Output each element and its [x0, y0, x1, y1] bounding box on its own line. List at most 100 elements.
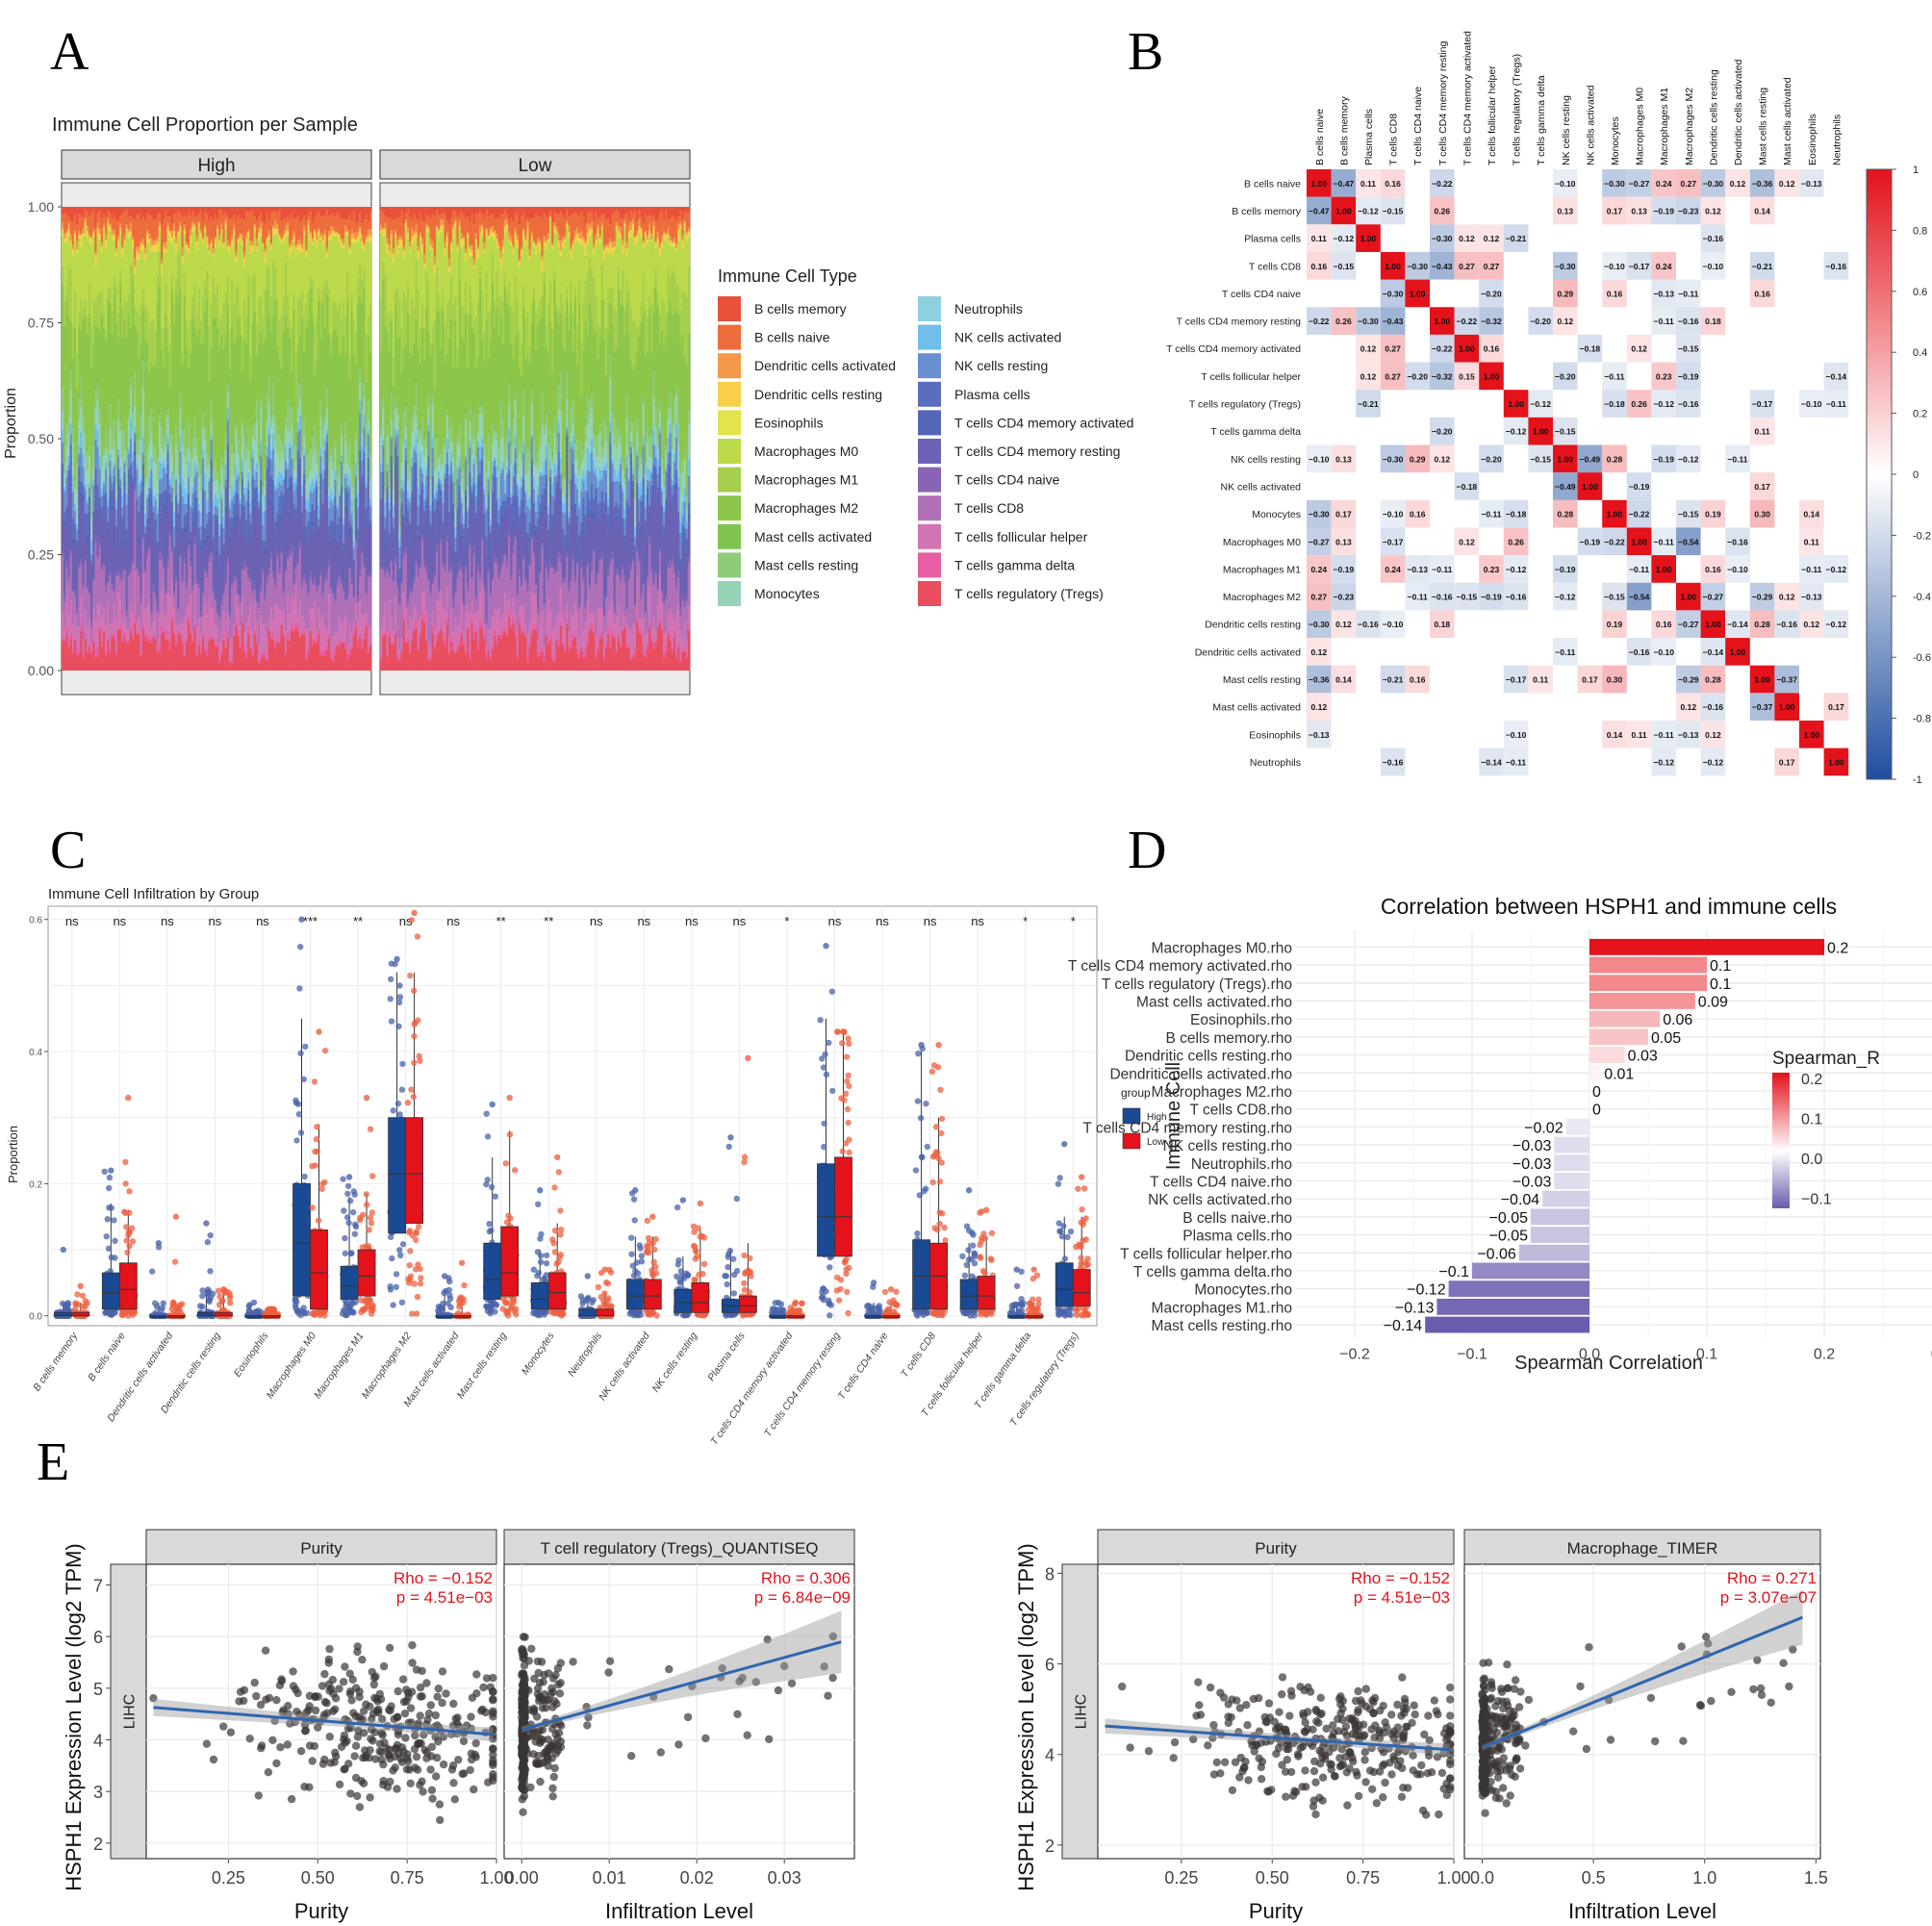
stack-segment: [406, 628, 410, 637]
stack-segment: [458, 419, 462, 424]
stack-segment: [109, 225, 112, 231]
stack-segment: [267, 220, 271, 231]
stack-segment: [92, 609, 95, 640]
stack-segment: [146, 494, 149, 498]
stack-segment: [479, 593, 482, 621]
stack-segment: [319, 207, 322, 217]
stack-segment: [286, 229, 290, 234]
stack-segment: [146, 343, 149, 448]
stack-segment: [289, 635, 292, 642]
stack-segment: [94, 535, 97, 544]
stack-segment: [363, 614, 366, 634]
sample-bar: [90, 207, 93, 671]
stack-segment: [231, 530, 234, 583]
stack-segment: [80, 235, 83, 244]
stack-segment: [388, 573, 392, 579]
stack-segment: [62, 235, 64, 237]
stack-segment: [458, 646, 462, 671]
stack-segment: [467, 583, 470, 592]
stack-segment: [311, 585, 315, 609]
stack-segment: [177, 608, 180, 611]
stack-segment: [224, 227, 228, 229]
stack-segment: [102, 483, 106, 495]
stack-segment: [71, 592, 75, 626]
stack-segment: [415, 383, 418, 418]
stack-segment: [494, 457, 496, 461]
stack-segment: [226, 247, 230, 250]
stack-segment: [485, 319, 488, 468]
stack-segment: [472, 268, 476, 320]
sample-bar: [415, 207, 418, 671]
stack-segment: [292, 293, 295, 310]
stack-segment: [102, 607, 106, 630]
stack-segment: [163, 460, 165, 468]
stack-segment: [158, 213, 162, 222]
stack-segment: [111, 235, 114, 239]
stack-segment: [462, 641, 466, 645]
stack-segment: [417, 220, 420, 246]
stack-segment: [156, 301, 160, 453]
stack-segment: [291, 545, 293, 553]
stack-segment: [474, 242, 478, 244]
stack-segment: [181, 496, 184, 528]
stack-segment: [346, 485, 349, 492]
stack-segment: [141, 388, 145, 428]
stack-segment: [170, 274, 174, 291]
stack-segment: [158, 650, 162, 671]
stack-segment: [338, 577, 342, 617]
stack-segment: [71, 590, 75, 593]
stack-segment: [336, 207, 339, 213]
stack-segment: [354, 430, 358, 441]
stack-segment: [514, 275, 517, 338]
stack-segment: [204, 232, 207, 282]
stack-segment: [136, 259, 139, 312]
stack-segment: [282, 236, 286, 241]
stack-segment: [175, 249, 178, 251]
stack-segment: [76, 613, 79, 627]
stack-segment: [197, 547, 201, 584]
stack-segment: [113, 207, 116, 215]
stack-segment: [286, 459, 290, 465]
stack-segment: [505, 207, 509, 215]
stack-segment: [78, 214, 81, 231]
stack-segment: [344, 643, 347, 649]
stack-segment: [210, 436, 214, 440]
stack-segment: [340, 644, 343, 671]
stack-segment: [233, 518, 236, 522]
stack-segment: [94, 389, 97, 408]
stack-segment: [152, 251, 155, 319]
stack-segment: [496, 462, 498, 466]
stack-segment: [168, 648, 172, 671]
stack-segment: [165, 473, 167, 491]
stack-segment: [318, 500, 320, 506]
stack-segment: [291, 490, 293, 546]
stack-segment: [481, 476, 484, 539]
stack-segment: [166, 437, 169, 444]
sample-bar: [510, 207, 513, 671]
stack-segment: [123, 430, 126, 451]
stack-segment: [319, 575, 322, 621]
stack-segment: [382, 234, 385, 236]
stack-segment: [291, 445, 293, 459]
stack-segment: [88, 594, 91, 620]
stack-segment: [119, 599, 122, 623]
stack-segment: [296, 432, 300, 451]
stack-segment: [154, 440, 158, 445]
stack-segment: [442, 535, 445, 541]
stack-segment: [76, 251, 79, 253]
stack-segment: [131, 237, 135, 240]
stack-segment: [344, 207, 347, 219]
stack-segment: [294, 218, 298, 245]
stack-segment: [131, 490, 135, 562]
stack-segment: [146, 605, 149, 635]
stack-segment: [369, 577, 372, 627]
stack-segment: [305, 657, 308, 660]
stack-segment: [251, 590, 254, 595]
stack-segment: [307, 651, 310, 671]
stack-segment: [332, 230, 335, 234]
stack-segment: [80, 497, 83, 560]
stack-segment: [214, 646, 217, 671]
stack-segment: [508, 608, 511, 618]
stack-segment: [298, 239, 302, 245]
stack-segment: [220, 632, 223, 650]
